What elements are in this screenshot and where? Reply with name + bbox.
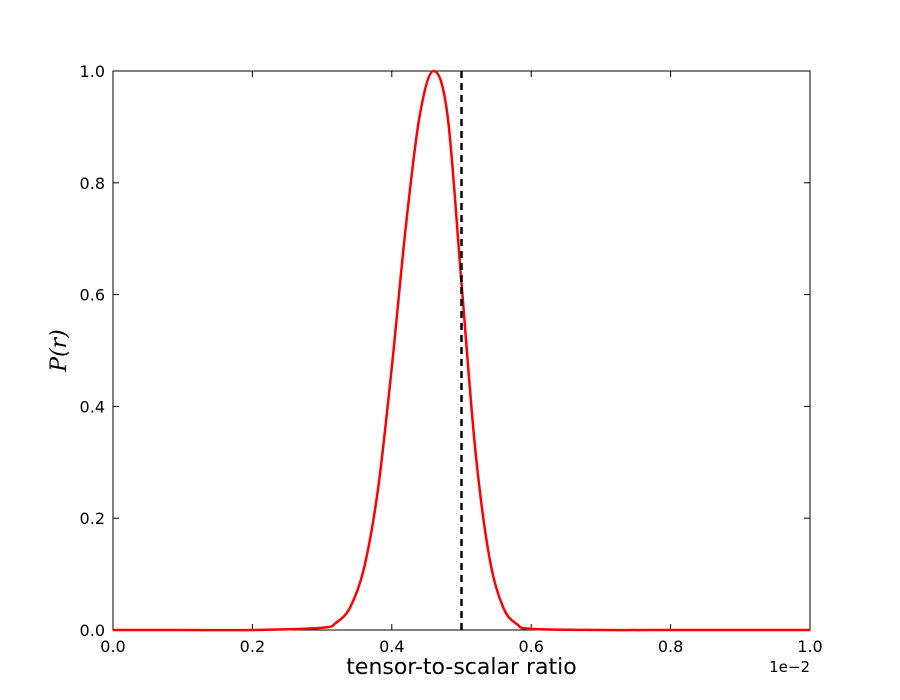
x-tick-labels: 0.0 0.2 0.4 0.6 0.8 1.0 <box>100 637 822 656</box>
y-tick-label: 0.4 <box>80 397 105 416</box>
x-tick-label: 0.6 <box>518 637 543 656</box>
y-axis-title: P(r) <box>47 329 72 373</box>
x-tick-label: 0.4 <box>379 637 404 656</box>
series-line <box>113 69 810 632</box>
y-tick-label: 0.0 <box>80 621 105 640</box>
x-tick-label: 0.8 <box>658 637 683 656</box>
y-tick-label: 0.6 <box>80 286 105 305</box>
y-tick-label: 1.0 <box>80 62 105 81</box>
y-tick-labels: 0.0 0.2 0.4 0.6 0.8 1.0 <box>80 62 105 640</box>
x-tick-label: 1.0 <box>797 637 822 656</box>
x-axis-offset-label: 1e−2 <box>769 658 810 676</box>
x-axis-title: tensor-to-scalar ratio <box>346 655 576 680</box>
y-tick-label: 0.8 <box>80 174 105 193</box>
series-layer <box>113 69 810 632</box>
x-tick-label: 0.0 <box>100 637 125 656</box>
y-tick-label: 0.2 <box>80 509 105 528</box>
x-tick-label: 0.2 <box>240 637 265 656</box>
